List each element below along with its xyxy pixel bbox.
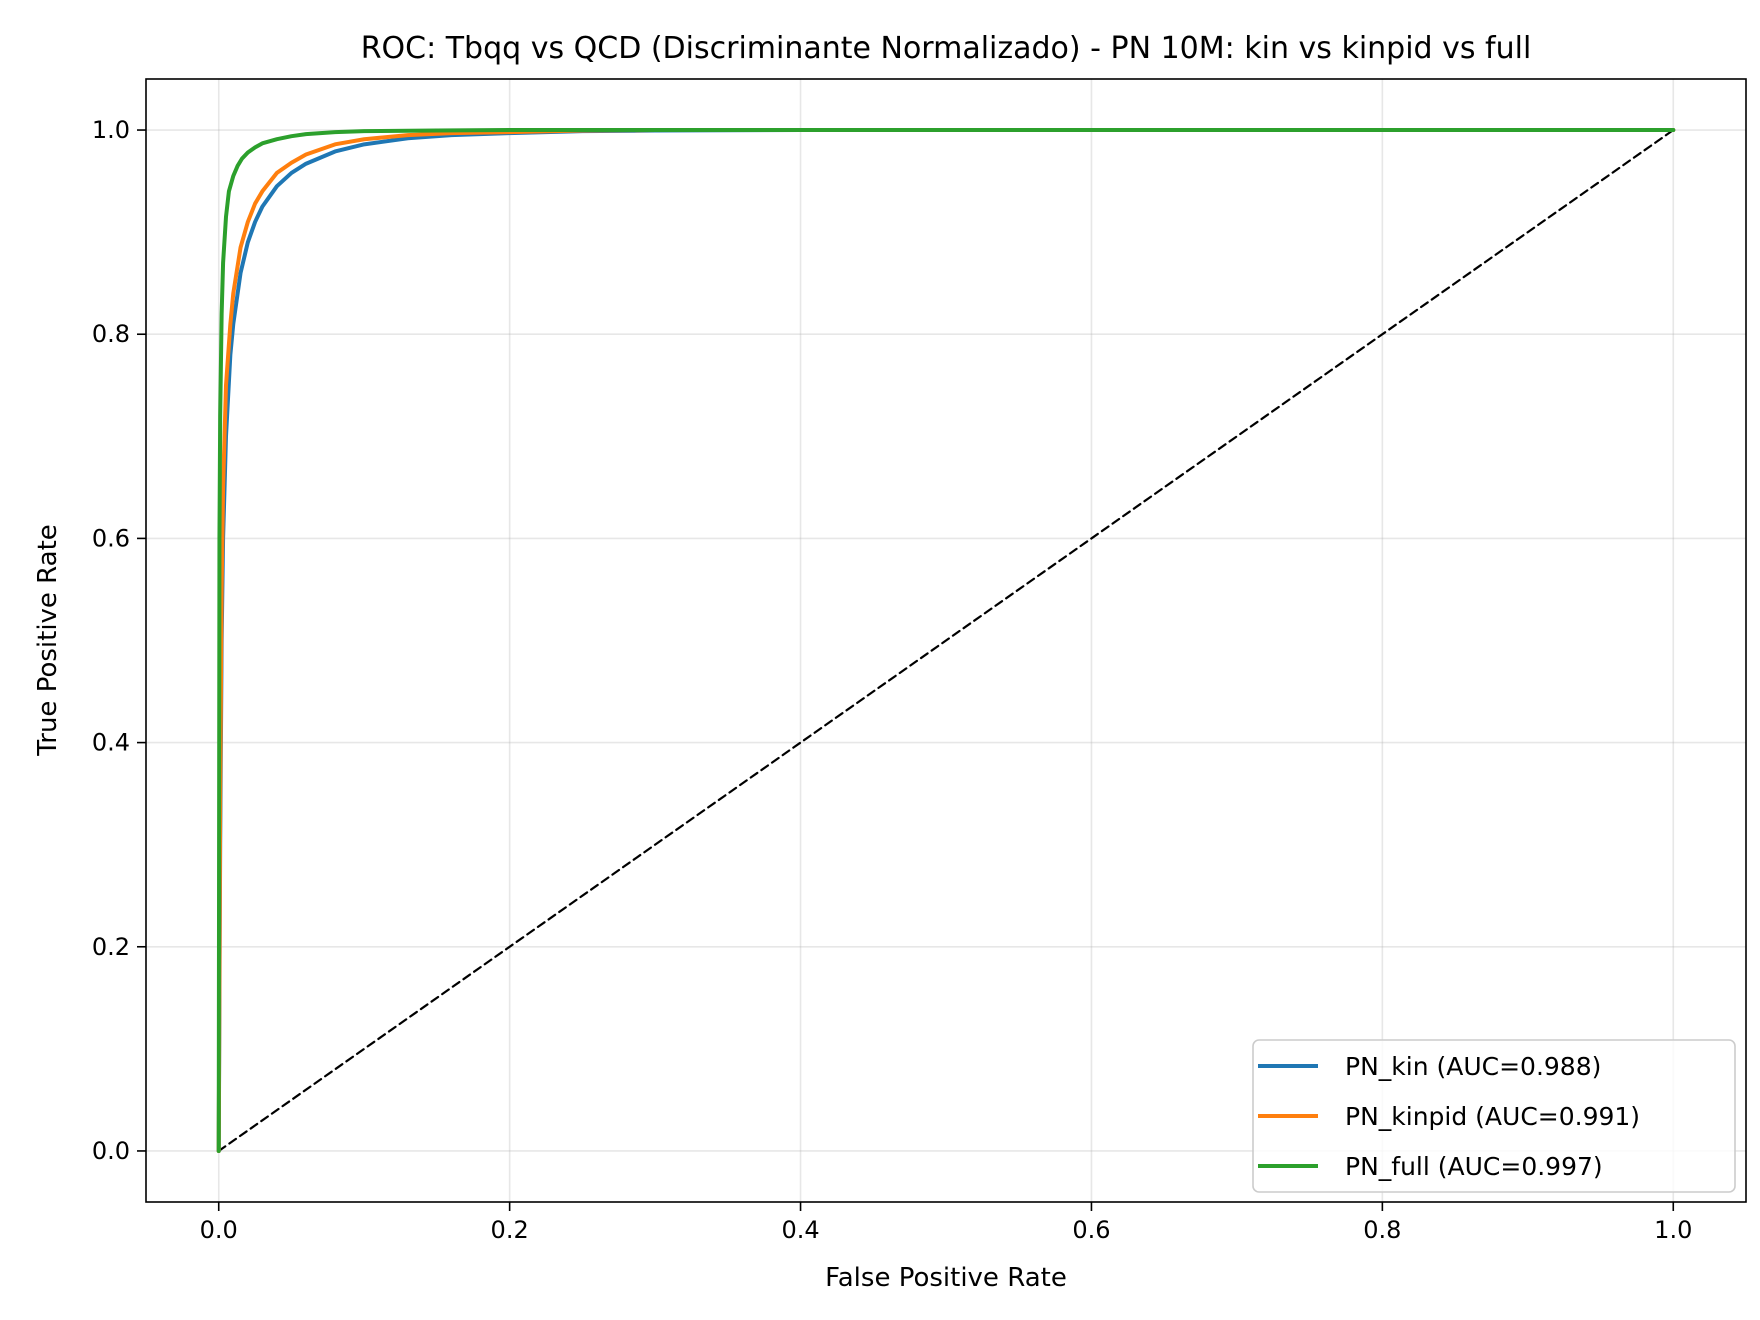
series-layer <box>216 128 1676 1153</box>
x-tick-label: 0.6 <box>1072 1216 1110 1244</box>
roc-curve-2 <box>216 128 1676 1153</box>
y-tick-label: 0.2 <box>92 933 130 961</box>
legend-label: PN_kin (AUC=0.988) <box>1345 1052 1601 1081</box>
x-tick-label: 0.0 <box>200 1216 238 1244</box>
y-tick-label: 0.6 <box>92 524 130 552</box>
y-tick-label: 0.4 <box>92 729 130 757</box>
x-tick-label: 0.4 <box>781 1216 819 1244</box>
y-tick-label: 0.0 <box>92 1137 130 1165</box>
plot-area: 0.0 0.2 0.4 0.6 0.8 1.0 0.0 0.2 0.4 0.6 0.8 1.0 <box>92 78 1747 1244</box>
y-tick-label: 1.0 <box>92 116 130 144</box>
plot-frame <box>145 78 1747 1203</box>
legend-label: PN_full (AUC=0.997) <box>1345 1152 1603 1181</box>
x-tick-label: 0.2 <box>491 1216 529 1244</box>
diagonal-reference-line <box>217 128 1675 1153</box>
legend: PN_kin (AUC=0.988) PN_kinpid (AUC=0.991) P… <box>1252 1039 1736 1193</box>
legend-box <box>1252 1039 1736 1193</box>
y-tick-label: 0.8 <box>92 320 130 348</box>
x-tick-label: 0.8 <box>1363 1216 1401 1244</box>
y-axis-label: True Positive Rate <box>33 524 63 757</box>
legend-label: PN_kinpid (AUC=0.991) <box>1345 1102 1640 1131</box>
x-tick-label: 1.0 <box>1654 1216 1692 1244</box>
axis-ticks: 0.0 0.2 0.4 0.6 0.8 1.0 0.0 0.2 0.4 0.6 0.8 1.0 <box>92 116 1693 1244</box>
x-axis-label: False Positive Rate <box>825 1263 1067 1293</box>
chart-title: ROC: Tbqq vs QCD (Discriminante Normaliz… <box>361 31 1532 66</box>
